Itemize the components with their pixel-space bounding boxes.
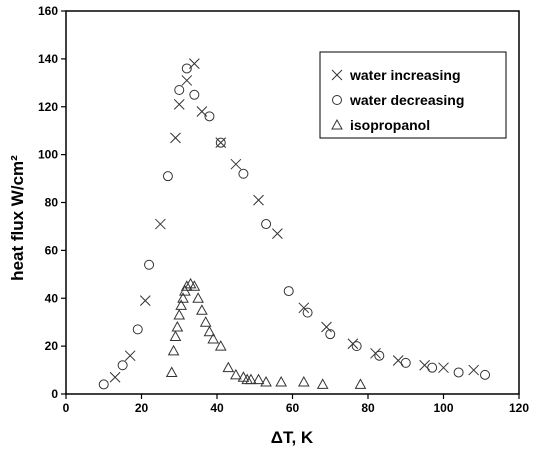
x-tick-label: 40	[210, 401, 224, 415]
y-tick-label: 80	[45, 196, 59, 210]
point-water-decreasing	[325, 329, 336, 340]
point-isopropanol	[180, 280, 193, 291]
y-tick-label: 0	[51, 387, 58, 401]
x-axis-label: ΔT, K	[271, 428, 314, 447]
x-tick-label: 60	[286, 401, 300, 415]
y-axis-label: heat flux W/cm²	[8, 155, 27, 281]
y-tick-label: 60	[45, 243, 59, 257]
x-tick-label: 80	[361, 401, 375, 415]
point-water-decreasing	[374, 350, 385, 361]
x-tick-label: 20	[135, 401, 149, 415]
point-water-decreasing	[238, 168, 249, 179]
point-isopropanol	[184, 277, 197, 289]
point-water-increasing	[173, 99, 185, 110]
y-tick-label: 40	[45, 291, 59, 305]
point-water-increasing	[321, 321, 332, 333]
point-water-increasing	[109, 371, 121, 383]
point-water-decreasing	[98, 379, 109, 390]
point-isopropanol	[192, 292, 204, 303]
legend-marker-triangle-icon	[331, 118, 343, 130]
legend: water increasing water decreasing isopro…	[319, 51, 507, 139]
y-tick-label: 140	[38, 52, 58, 66]
point-water-decreasing	[400, 357, 411, 368]
legend-label-isopropanol: isopropanol	[350, 117, 430, 133]
point-isopropanol	[171, 320, 184, 332]
point-water-decreasing	[480, 369, 491, 380]
y-axis-ticks: 0 20 40 60 80 100 120 140 160	[38, 4, 66, 401]
point-water-decreasing	[117, 360, 128, 371]
y-tick-label: 120	[38, 100, 58, 114]
point-water-decreasing	[283, 286, 294, 297]
legend-label-water-decreasing: water decreasing	[349, 92, 464, 108]
x-axis-ticks: 0 20 40 60 80 100 120	[63, 394, 529, 415]
y-tick-label: 160	[38, 4, 58, 18]
point-water-increasing	[124, 350, 136, 362]
point-isopropanol	[177, 292, 189, 303]
legend-marker-x-icon	[331, 69, 343, 81]
point-isopropanol	[260, 376, 272, 387]
x-tick-label: 100	[433, 401, 453, 415]
y-tick-label: 100	[38, 148, 58, 162]
x-tick-label: 0	[63, 401, 70, 415]
point-isopropanol	[316, 378, 329, 389]
point-isopropanol	[167, 344, 180, 356]
point-water-decreasing	[215, 137, 226, 148]
point-isopropanol	[173, 308, 186, 320]
point-water-increasing	[181, 75, 193, 86]
point-isopropanol	[207, 332, 220, 344]
legend-markers	[331, 69, 343, 130]
point-water-decreasing	[132, 324, 143, 335]
point-isopropanol	[165, 366, 178, 377]
y-tick-label: 20	[45, 339, 59, 353]
point-water-increasing	[139, 295, 151, 306]
point-isopropanol	[275, 376, 288, 387]
point-water-increasing	[253, 194, 264, 206]
point-water-decreasing	[302, 307, 313, 318]
point-water-decreasing	[174, 84, 185, 95]
point-isopropanol	[245, 373, 257, 385]
point-isopropanol	[354, 378, 367, 389]
point-isopropanol	[230, 368, 242, 380]
point-water-decreasing	[453, 367, 464, 378]
point-water-increasing	[155, 218, 166, 230]
point-isopropanol	[252, 373, 265, 385]
point-water-decreasing	[162, 171, 173, 182]
point-water-increasing	[438, 362, 449, 374]
point-water-increasing	[298, 302, 310, 314]
legend-marker-circle-icon	[332, 95, 342, 105]
point-water-increasing	[170, 132, 181, 144]
point-water-decreasing	[181, 63, 192, 74]
point-isopropanol	[175, 299, 187, 310]
point-water-increasing	[468, 364, 480, 376]
point-water-decreasing	[427, 362, 438, 373]
point-isopropanol	[196, 304, 208, 315]
point-water-decreasing	[144, 259, 155, 270]
point-water-increasing	[230, 158, 242, 170]
legend-label-water-increasing: water increasing	[349, 67, 461, 83]
point-isopropanol	[222, 361, 235, 373]
point-isopropanol	[169, 330, 182, 342]
point-water-decreasing	[261, 219, 272, 230]
point-isopropanol	[214, 340, 227, 351]
legend-box	[319, 51, 507, 139]
point-isopropanol	[199, 316, 212, 327]
point-water-increasing	[272, 228, 283, 239]
point-water-decreasing	[189, 89, 200, 100]
point-isopropanol	[203, 325, 216, 337]
x-tick-label: 120	[509, 401, 529, 415]
data-markers	[98, 58, 491, 390]
point-isopropanol	[188, 280, 201, 291]
point-isopropanol	[297, 376, 310, 387]
point-water-decreasing	[204, 111, 215, 122]
point-water-decreasing	[351, 341, 362, 352]
